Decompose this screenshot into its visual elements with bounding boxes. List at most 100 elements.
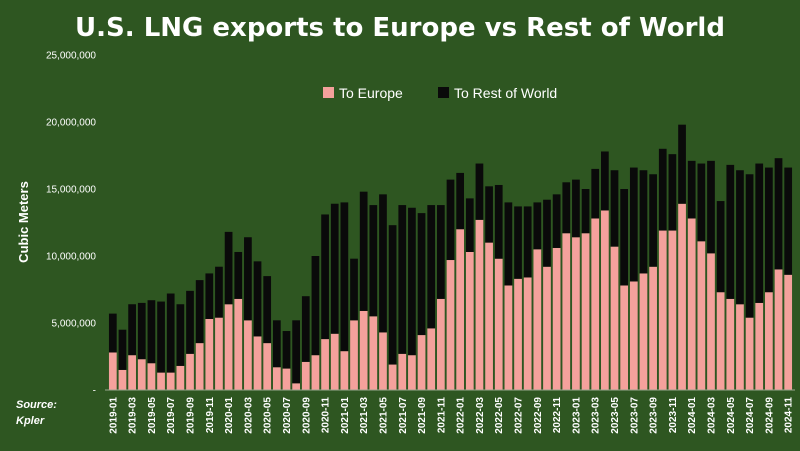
bar-to-europe xyxy=(263,343,272,390)
bar-to-europe xyxy=(774,269,783,390)
source-label: Source: xyxy=(16,399,57,411)
bar-to-rest-of-world xyxy=(726,164,735,299)
bar-to-europe xyxy=(205,318,214,390)
bar-to-rest-of-world xyxy=(359,191,368,311)
bar-to-rest-of-world xyxy=(514,206,522,279)
bar-to-rest-of-world xyxy=(494,184,503,259)
bar-to-rest-of-world xyxy=(745,174,754,318)
bar-to-europe xyxy=(485,242,493,390)
x-tick-label: 2022-09 xyxy=(533,397,544,434)
bar-to-europe xyxy=(330,333,339,390)
bar-to-rest-of-world xyxy=(678,124,686,204)
bar-to-europe xyxy=(639,273,648,390)
x-tick-label: 2023-11 xyxy=(668,397,679,434)
bar-to-europe xyxy=(340,351,349,390)
bar-to-europe xyxy=(475,219,484,390)
x-tick-label: 2022-05 xyxy=(494,397,505,434)
bar-to-rest-of-world xyxy=(108,313,117,353)
bar-to-rest-of-world xyxy=(668,154,677,231)
bar-to-europe xyxy=(726,298,735,390)
x-tick-label: 2024-09 xyxy=(764,397,775,434)
bar-to-rest-of-world xyxy=(446,179,455,261)
bar-to-europe xyxy=(436,298,445,390)
bar-to-rest-of-world xyxy=(128,304,136,356)
bar-to-rest-of-world xyxy=(572,179,580,238)
bar-to-rest-of-world xyxy=(504,202,513,286)
bar-to-rest-of-world xyxy=(543,199,551,267)
y-axis-label: Cubic Meters xyxy=(16,181,31,263)
x-tick-label: 2023-09 xyxy=(649,397,660,434)
x-tick-label: 2020-03 xyxy=(243,397,254,434)
bar-to-rest-of-world xyxy=(562,182,571,234)
bar-to-rest-of-world xyxy=(186,290,194,354)
bar-to-rest-of-world xyxy=(687,160,696,219)
bar-to-rest-of-world xyxy=(166,293,175,373)
chart-title: U.S. LNG exports to Europe vs Rest of Wo… xyxy=(75,13,725,43)
y-tick-label: 5,000,000 xyxy=(52,319,97,330)
x-tick-label: 2021-11 xyxy=(436,397,447,434)
bar-to-europe xyxy=(504,285,513,390)
x-tick-label: 2021-01 xyxy=(340,397,351,434)
y-tick-label: 25,000,000 xyxy=(46,51,96,62)
bar-to-rest-of-world xyxy=(388,225,397,365)
bar-to-rest-of-world xyxy=(639,170,648,274)
bar-to-europe xyxy=(234,298,243,390)
bar-to-rest-of-world xyxy=(224,231,233,305)
bar-to-europe xyxy=(562,233,571,390)
x-tick-label: 2023-01 xyxy=(571,397,582,434)
x-tick-label: 2019-03 xyxy=(128,397,139,434)
x-tick-label: 2023-07 xyxy=(629,397,640,434)
x-tick-label: 2020-07 xyxy=(282,397,293,434)
bar-to-europe xyxy=(745,317,754,390)
bar-to-rest-of-world xyxy=(205,273,214,319)
bar-to-rest-of-world xyxy=(523,206,532,278)
bar-to-europe xyxy=(658,230,667,390)
bar-to-rest-of-world xyxy=(292,320,300,384)
y-tick-label: 10,000,000 xyxy=(46,252,96,263)
bar-to-europe xyxy=(388,364,397,390)
bar-to-europe xyxy=(649,266,657,390)
x-tick-label: 2022-03 xyxy=(475,397,486,434)
bar-to-europe xyxy=(359,310,368,390)
bar-to-europe xyxy=(784,274,793,390)
bar-to-rest-of-world xyxy=(176,304,185,366)
x-tick-label: 2023-03 xyxy=(591,397,602,434)
bar-to-europe xyxy=(707,253,715,390)
bar-to-rest-of-world xyxy=(272,320,281,368)
bar-to-europe xyxy=(369,316,378,390)
x-axis-ticks: 2019-01 2019-03 2019-05 2019-07 2019-09 2019-… xyxy=(108,397,794,434)
bar-to-rest-of-world xyxy=(369,205,378,317)
bar-to-europe xyxy=(697,241,706,390)
bar-to-europe xyxy=(108,352,117,390)
bar-to-rest-of-world xyxy=(137,302,146,360)
bar-to-rest-of-world xyxy=(707,160,715,254)
x-tick-label: 2024-03 xyxy=(706,397,717,434)
bar-to-rest-of-world xyxy=(736,170,744,305)
legend-label: To Europe xyxy=(339,85,403,101)
bar-to-europe xyxy=(678,203,686,390)
x-tick-label: 2022-07 xyxy=(514,397,525,434)
bar-to-rest-of-world xyxy=(784,167,793,275)
x-tick-label: 2020-05 xyxy=(263,397,274,434)
bar-to-europe xyxy=(166,372,175,390)
bar-to-rest-of-world xyxy=(301,296,310,362)
x-tick-label: 2024-05 xyxy=(726,397,737,434)
bar-to-rest-of-world xyxy=(234,251,243,299)
legend-swatch xyxy=(438,87,449,98)
bar-to-rest-of-world xyxy=(340,202,349,352)
bar-to-europe xyxy=(244,320,252,390)
bar-to-europe xyxy=(610,246,619,390)
legend-label: To Rest of World xyxy=(454,85,557,101)
x-tick-label: 2022-01 xyxy=(456,397,467,434)
x-tick-label: 2021-07 xyxy=(398,397,409,434)
legend: To Europe To Rest of World xyxy=(323,85,557,101)
y-tick-label: 20,000,000 xyxy=(46,118,96,129)
bar-to-europe xyxy=(736,304,744,390)
x-tick-label: 2023-05 xyxy=(610,397,621,434)
bar-to-rest-of-world xyxy=(658,148,667,231)
bar-to-europe xyxy=(581,233,590,390)
bar-to-rest-of-world xyxy=(591,168,600,219)
bar-to-europe xyxy=(147,363,156,390)
bar-to-rest-of-world xyxy=(118,329,127,370)
